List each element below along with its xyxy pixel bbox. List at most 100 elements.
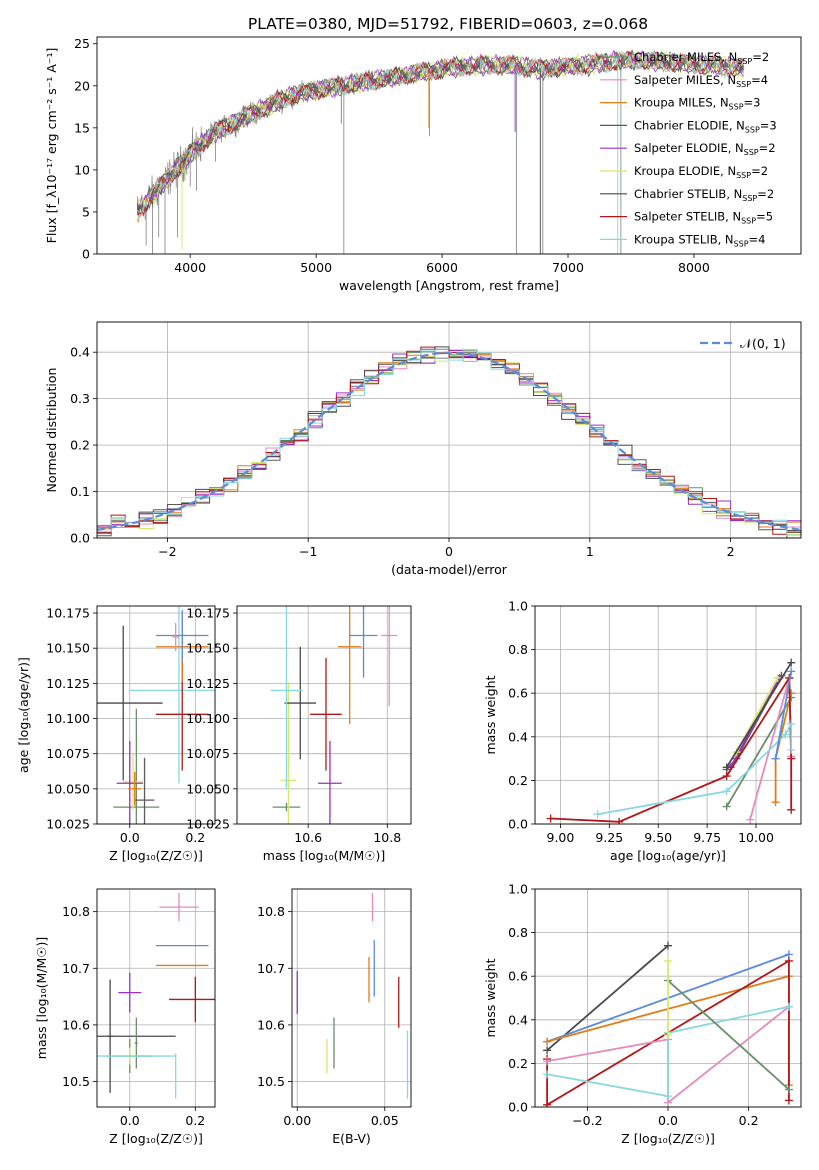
mass-vs-EBV-plot-area [296, 892, 409, 1099]
model-spectrum-line [136, 49, 745, 217]
x-tick-label: 9.25 [595, 830, 623, 845]
series-line [546, 945, 669, 1051]
x-tick-label: 10.00 [738, 830, 774, 845]
model-spectrum-line [136, 50, 745, 220]
series-line [550, 674, 793, 823]
y-tick-label: 10.5 [62, 1074, 90, 1089]
y-axis-label: Flux [f_λ10⁻¹⁷ erg cm⁻² s⁻¹ A⁻¹] [44, 48, 59, 244]
age-vs-Z-plot-area [97, 606, 215, 824]
series-line [546, 1005, 790, 1098]
x-axis-label: wavelength [Angstrom, rest frame] [339, 278, 559, 293]
series-marker [664, 941, 672, 950]
x-axis-label: (data-model)/error [391, 562, 508, 577]
normal-curve [97, 351, 801, 531]
y-tick-label: 0.3 [70, 391, 90, 406]
series-marker [543, 1046, 552, 1055]
x-tick-label: 2 [727, 544, 735, 559]
y-tick-label: 5 [82, 204, 90, 219]
series-marker [664, 1092, 672, 1101]
series-marker [784, 1002, 793, 1011]
x-tick-label: 0.0 [658, 1113, 678, 1128]
y-axis-label: mass [log₁₀(M/M☉)] [34, 937, 49, 1059]
y-tick-label: 1.0 [508, 882, 528, 897]
mass-vs-EBV-panel: 0.00 0.05 10.5 10.6 10.7 10.8 E(B-V) [257, 888, 412, 1146]
y-tick-label: 10.5 [257, 1074, 285, 1089]
x-tick-label: 8000 [678, 260, 710, 275]
x-tick-label: −1 [299, 544, 317, 559]
legend-entry: Chabrier STELIB, NSSP=2 [634, 187, 774, 203]
y-tick-label: 0.8 [508, 925, 528, 940]
series-line [667, 979, 790, 1091]
axes-frame [96, 888, 216, 1108]
series-marker [664, 956, 672, 965]
model-spectrum-line [136, 51, 745, 207]
series-marker [543, 1100, 552, 1107]
legend-entry: Kroupa STELIB, NSSP=4 [634, 232, 765, 248]
y-tick-label: 0.0 [508, 817, 528, 832]
x-tick-label: 0.2 [739, 1113, 759, 1128]
figure-title: PLATE=0380, MJD=51792, FIBERID=0603, z=0… [248, 15, 648, 33]
series-marker [781, 730, 790, 739]
x-tick-label: 5000 [300, 260, 332, 275]
y-tick-label: 0.2 [508, 1056, 528, 1071]
series-line [774, 671, 793, 759]
series-marker [546, 814, 555, 823]
axes-frame [534, 605, 802, 825]
y-tick-label: 10.150 [186, 641, 230, 656]
y-tick-label: 0.0 [508, 1100, 528, 1115]
spectrum-legend: Chabrier MILES, NSSP=2 Salpeter MILES, NS… [600, 50, 777, 248]
y-tick-label: 10 [74, 162, 90, 177]
histogram-step-line [97, 346, 801, 538]
y-tick-label: 10.025 [46, 817, 90, 832]
y-tick-label: 10.025 [186, 817, 230, 832]
x-axis-label: Z [log₁₀(Z/Z☉)] [109, 1131, 203, 1146]
series-marker [773, 673, 782, 682]
y-tick-label: 0.6 [508, 686, 528, 701]
mass-weight-vs-age-panel: 9.00 9.25 9.50 9.75 10.00 0.0 0.2 0.4 0.6 0.8 1.0 a… [483, 599, 802, 863]
legend-entry: Chabrier MILES, NSSP=2 [634, 50, 769, 66]
axes-frame [96, 605, 216, 825]
y-tick-label: 10.125 [46, 676, 90, 691]
x-tick-label: 9.00 [547, 830, 575, 845]
series-marker [543, 1057, 552, 1066]
y-tick-label: 0.4 [508, 729, 528, 744]
y-tick-label: 10.7 [257, 961, 285, 976]
series-marker [787, 805, 796, 814]
x-tick-label: 0.00 [283, 1113, 311, 1128]
y-tick-label: 25 [74, 36, 90, 51]
series-line [725, 662, 792, 768]
y-tick-label: 10.150 [46, 641, 90, 656]
y-axis-label: Normed distribution [44, 368, 59, 493]
y-tick-label: 1.0 [508, 599, 528, 614]
y-tick-label: 10.050 [186, 781, 230, 796]
legend-entry: Salpeter ELODIE, NSSP=2 [634, 141, 776, 157]
series-marker [787, 658, 796, 667]
y-tick-label: 10.8 [62, 904, 90, 919]
x-axis-label: E(B-V) [332, 1131, 371, 1146]
series-marker [784, 1085, 793, 1094]
series-marker [543, 1070, 552, 1079]
y-tick-label: 10.175 [46, 606, 90, 621]
y-axis-label: mass weight [483, 675, 498, 754]
y-tick-label: 10.7 [62, 961, 90, 976]
y-tick-label: 0.2 [70, 438, 90, 453]
series-marker [771, 798, 780, 807]
y-tick-label: 0.8 [508, 642, 528, 657]
x-tick-label: −2 [158, 544, 176, 559]
x-tick-label: 7000 [552, 260, 584, 275]
y-tick-label: 10.8 [257, 904, 285, 919]
series-marker [784, 956, 793, 965]
histogram-step-line [97, 348, 801, 538]
y-axis-label: age [log₁₀(age/yr)] [16, 657, 31, 773]
y-tick-label: 0.6 [508, 969, 528, 984]
axes-frame [96, 36, 802, 255]
x-tick-label: 10.8 [373, 830, 401, 845]
x-tick-label: 0.2 [185, 830, 205, 845]
y-tick-label: 10.075 [46, 746, 90, 761]
mass-weight-vs-Z-plot-area [543, 941, 793, 1107]
y-tick-label: 0 [82, 247, 90, 262]
mass-weight-vs-Z-panel: −0.2 0.0 0.2 0.0 0.2 0.4 0.6 0.8 1.0 Z [log₁₀(Z/Z… [483, 882, 802, 1146]
y-tick-label: 20 [74, 78, 90, 93]
mass-vs-Z-plot-area [97, 892, 215, 1099]
